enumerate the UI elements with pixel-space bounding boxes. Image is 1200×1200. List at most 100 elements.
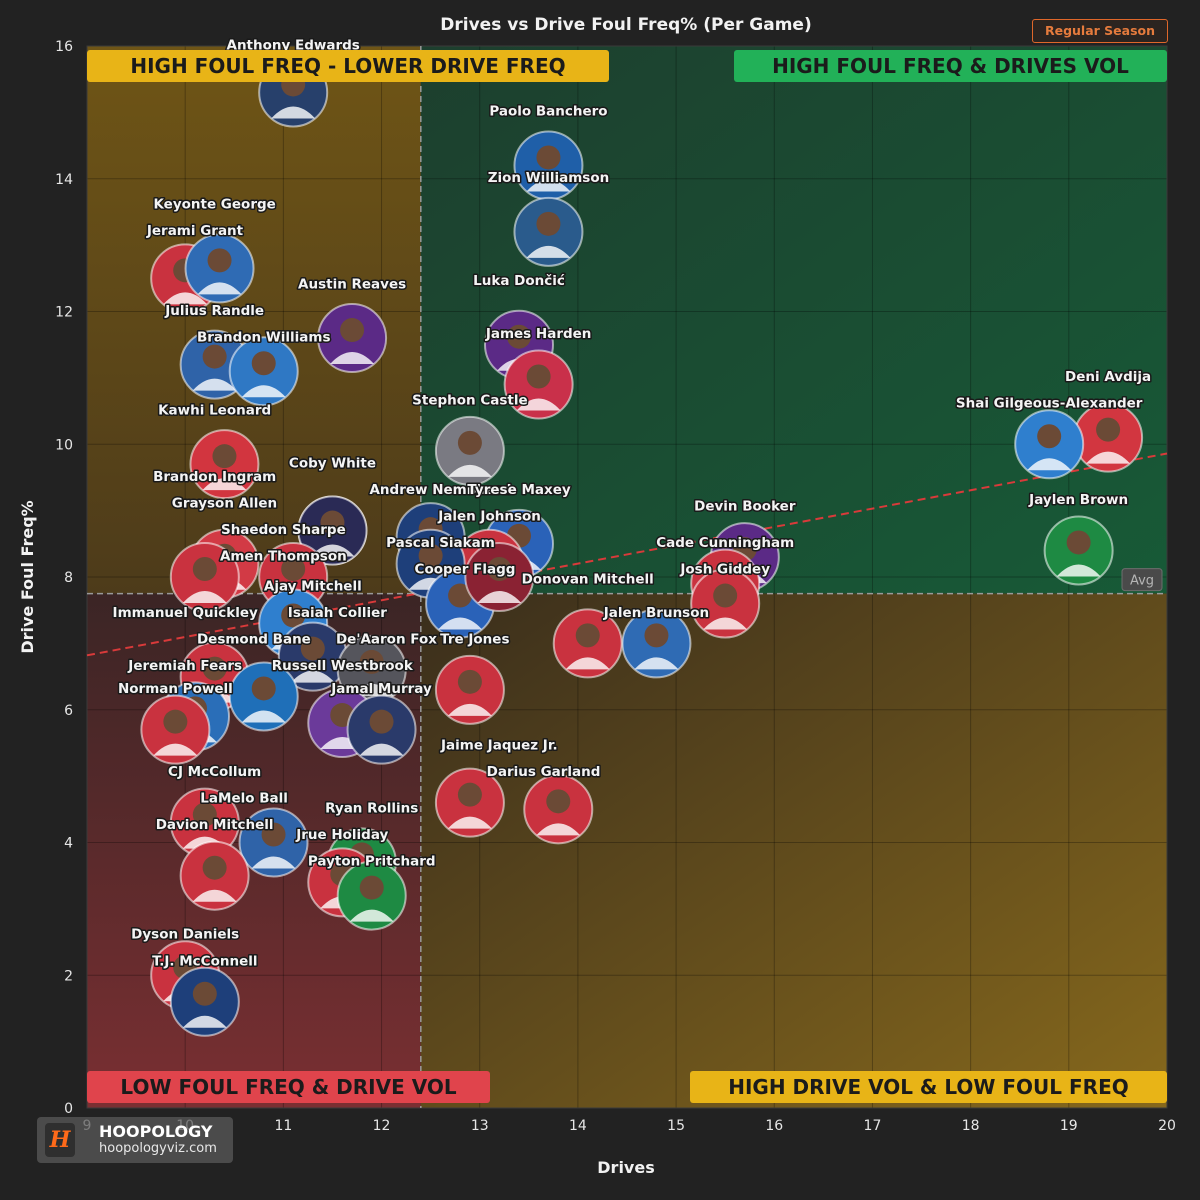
player-name-label: Payton Pritchard: [308, 854, 436, 870]
player-jersey: [1027, 458, 1072, 471]
player-name-label: Jalen Johnson: [437, 509, 541, 525]
player-point: [434, 767, 505, 838]
player-jersey: [271, 106, 316, 119]
player-point: [1073, 402, 1144, 473]
player-jersey: [197, 282, 242, 295]
x-tick-label: 15: [667, 1118, 685, 1134]
x-tick-label: 16: [765, 1118, 783, 1134]
player-jersey: [163, 292, 208, 305]
player-name-label: Devin Booker: [694, 499, 796, 515]
player-head: [359, 649, 384, 674]
player-name-label: Jaylen Brown: [1028, 492, 1128, 508]
player-jersey: [634, 657, 679, 670]
player-head: [546, 789, 571, 814]
player-point: [238, 807, 309, 878]
player-head: [207, 248, 232, 273]
player-head: [192, 802, 217, 827]
player-point: [464, 542, 535, 612]
quadrant-label-top-left-bg: [87, 50, 609, 82]
player-point: [140, 694, 211, 765]
x-tick-label: 12: [373, 1118, 391, 1134]
y-tick-label: 6: [64, 703, 73, 719]
player-name-label: Dyson Daniels: [131, 927, 239, 943]
player-head: [457, 782, 482, 807]
player-name-label: Jalen Brunson: [603, 605, 709, 621]
quadrant-label-bottom-left-text: LOW FOUL FREQ & DRIVE VOL: [120, 1075, 456, 1099]
player-name-label: Andrew Nembhard: [369, 482, 511, 498]
avg-badge: [1121, 568, 1163, 592]
season-badge[interactable]: Regular Season: [1032, 19, 1168, 43]
player-head: [202, 344, 227, 369]
player-head: [536, 145, 561, 170]
player-jersey: [447, 464, 492, 477]
player-name-label: Paolo Banchero: [489, 104, 607, 120]
quadrant-label-top-right-text: HIGH FOUL FREQ & DRIVES VOL: [772, 54, 1129, 78]
player-name-label: Tre Jones: [440, 631, 509, 647]
player-name-label: Jrue Holiday: [295, 827, 388, 843]
player-name-label: Grayson Allen: [172, 495, 277, 511]
player-name-label: Norman Powell: [118, 681, 233, 697]
player-name-label: Cade Cunningham: [656, 535, 794, 551]
player-jersey: [349, 909, 394, 922]
player-name-label: Tyrese Maxey: [467, 482, 571, 498]
player-point: [179, 840, 250, 911]
player-head: [507, 324, 531, 349]
y-tick-label: 0: [64, 1101, 73, 1117]
player-name-label: Keyonte George: [153, 197, 275, 213]
player-name-label: Donovan Mitchell: [522, 572, 654, 588]
player-jersey: [536, 823, 581, 836]
x-tick-label: 11: [274, 1118, 292, 1134]
quadrant-bottom-right: [420, 593, 1167, 1108]
player-point: [336, 860, 407, 931]
player-point: [513, 196, 584, 267]
player-head: [281, 603, 306, 628]
player-jersey: [182, 1015, 227, 1028]
player-head: [202, 656, 227, 681]
player-point: [228, 661, 299, 732]
player-name-label: Austin Reaves: [298, 276, 406, 292]
player-head: [457, 430, 482, 455]
player-name-label: Zion Williamson: [488, 170, 610, 186]
quadrant-label-bottom-right-bg: [690, 1071, 1167, 1103]
player-name-label: Jaime Jaquez Jr.: [440, 738, 558, 754]
player-point: [277, 621, 348, 692]
player-name-label: Deni Avdija: [1065, 369, 1151, 385]
player-name-label: Jeremiah Fears: [127, 658, 242, 674]
avg-label: Avg: [1130, 574, 1154, 589]
quadrant-label-top-right-bg: [734, 50, 1167, 82]
player-head: [192, 557, 217, 581]
player-name-label: Kawhi Leonard: [158, 402, 271, 418]
player-name-label: Jamal Murray: [330, 681, 432, 697]
player-point: [1014, 409, 1085, 480]
player-jersey: [447, 816, 492, 829]
quadrant-label-bottom-left-bg: [87, 1071, 490, 1103]
player-point: [169, 542, 240, 612]
player-point: [228, 336, 299, 407]
player-name-label: Brandon Williams: [197, 329, 331, 345]
player-head: [163, 709, 188, 734]
quadrant-label-bottom-right-text: HIGH DRIVE VOL & LOW FOUL FREQ: [728, 1075, 1128, 1099]
player-point: [513, 130, 584, 201]
player-name-label: Luka Dončić: [473, 273, 565, 289]
y-tick-label: 4: [64, 836, 73, 852]
player-head: [487, 557, 512, 581]
player-point: [169, 966, 240, 1037]
x-axis-title: Drives: [597, 1158, 654, 1177]
player-head: [1066, 530, 1091, 555]
y-tick-label: 8: [64, 570, 73, 586]
y-tick-label: 2: [64, 968, 73, 984]
player-jersey: [153, 743, 198, 756]
x-tick-label: 19: [1060, 1118, 1078, 1134]
chart-title: Drives vs Drive Foul Freq% (Per Game): [440, 15, 811, 35]
player-head: [251, 351, 276, 376]
player-point: [503, 349, 574, 420]
player-name-label: CJ McCollum: [168, 764, 261, 780]
player-head: [1037, 424, 1062, 449]
x-tick-label: 20: [1158, 1118, 1176, 1134]
quadrant-label-top-left-text: HIGH FOUL FREQ - LOWER DRIVE FREQ: [130, 54, 565, 78]
player-jersey: [477, 591, 522, 603]
player-name-label: Desmond Bane: [197, 631, 311, 647]
player-jersey: [359, 743, 404, 756]
player-jersey: [182, 591, 227, 603]
player-head: [713, 583, 738, 608]
